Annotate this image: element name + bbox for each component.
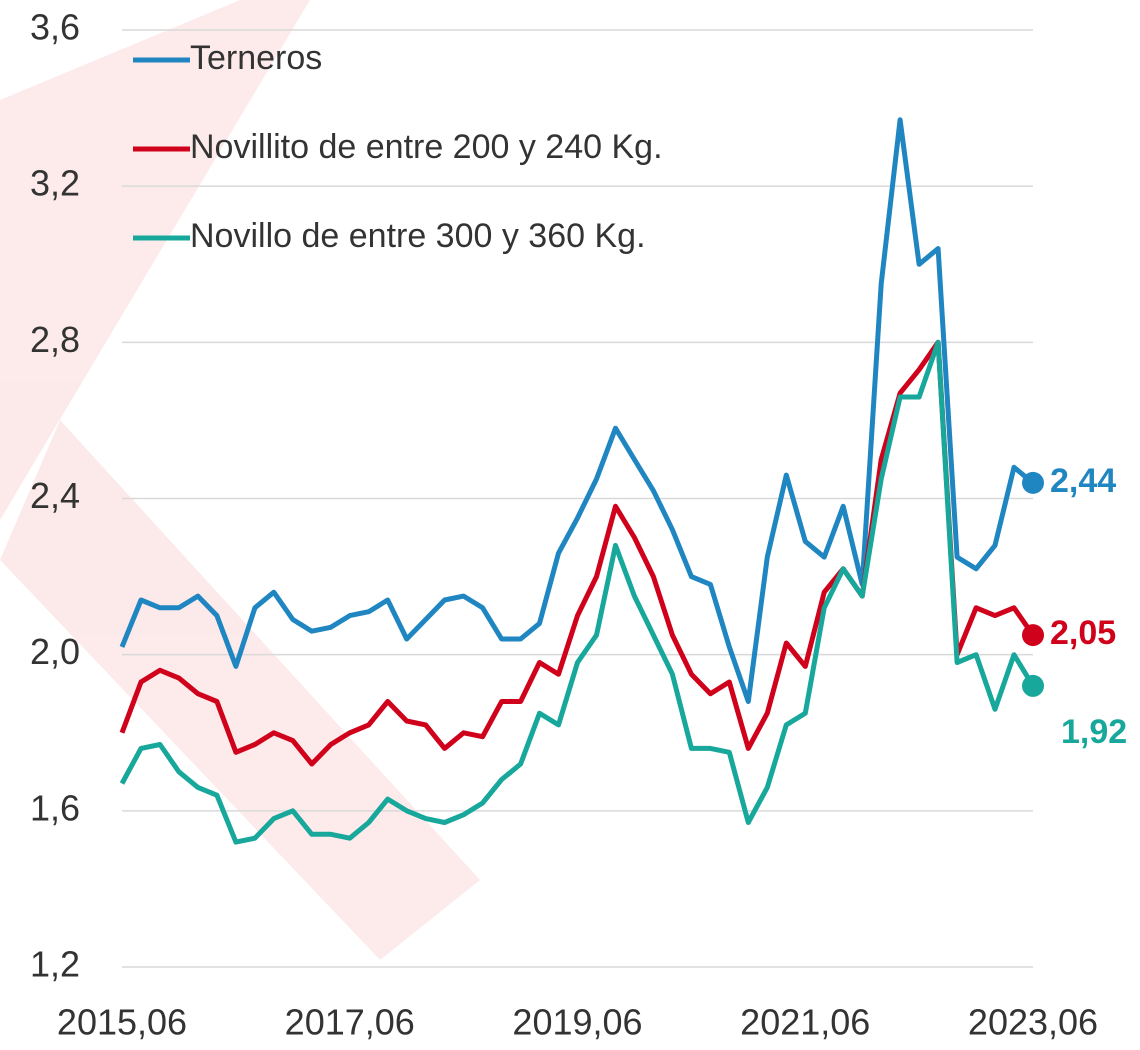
end-dot xyxy=(1022,624,1044,647)
y-tick-label: 1,6 xyxy=(30,787,80,828)
x-tick-label: 2023,06 xyxy=(968,1002,1098,1043)
y-tick-label: 3,6 xyxy=(30,7,80,48)
value-label: 2,44 xyxy=(1050,462,1116,500)
y-tick-label: 3,2 xyxy=(30,163,80,204)
x-tick-label: 2015,06 xyxy=(57,1002,187,1043)
y-tick-label: 2,8 xyxy=(30,319,80,360)
y-tick-label: 2,0 xyxy=(30,631,80,672)
watermark xyxy=(0,0,480,960)
series-line xyxy=(119,339,1036,845)
legend-label: Novillo de entre 300 y 360 Kg. xyxy=(190,217,646,255)
value-label: 1,92 xyxy=(1061,713,1127,751)
end-dot xyxy=(1022,471,1044,494)
legend-label: Novillito de entre 200 y 240 Kg. xyxy=(190,128,663,166)
series-line xyxy=(119,117,1035,704)
y-tick-label: 1,2 xyxy=(30,944,80,985)
value-label: 2,05 xyxy=(1050,614,1116,652)
end-dot xyxy=(1022,674,1044,697)
x-tick-label: 2021,06 xyxy=(740,1002,870,1043)
x-tick-label: 2017,06 xyxy=(285,1002,415,1043)
series-line xyxy=(119,339,1036,767)
x-tick-label: 2019,06 xyxy=(512,1002,642,1043)
legend-label: Terneros xyxy=(190,39,322,77)
y-tick-label: 2,4 xyxy=(30,475,80,516)
